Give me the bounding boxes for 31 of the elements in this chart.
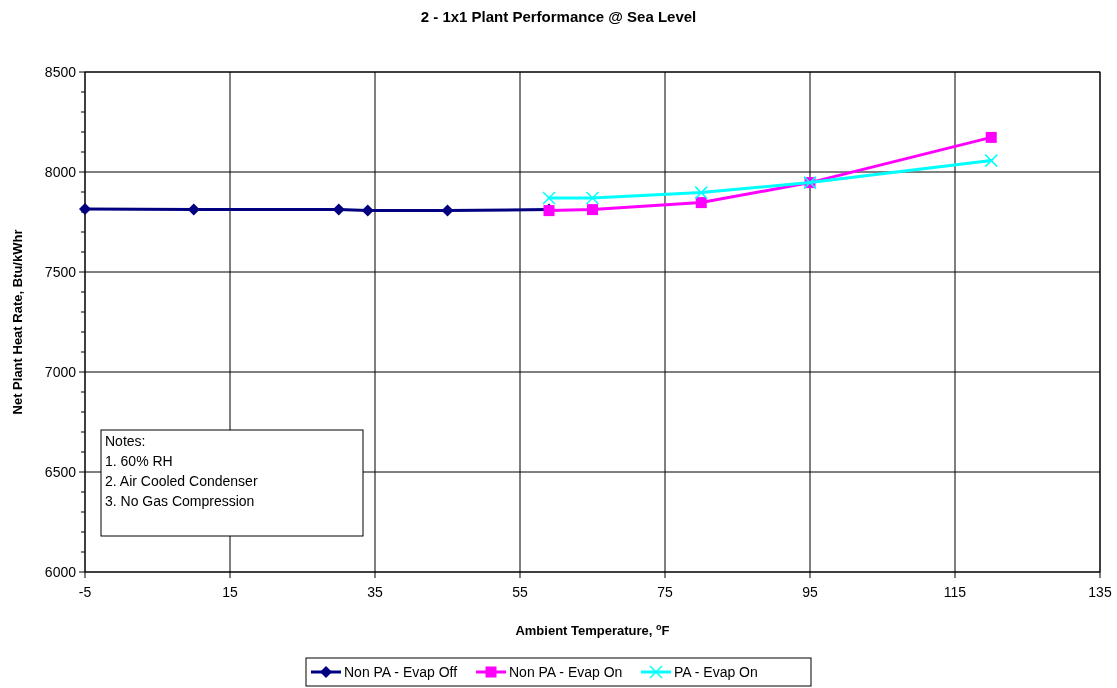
y-tick-label: 7000 [44,364,77,380]
annotation: Notes: 1. 60% RH 2. Air Cooled Condenser 3. No Gas Compression [105,433,258,509]
point [985,131,997,143]
chart-title: 2 - 1x1 Plant Performance @ Sea Level [420,8,697,25]
y-tick-label: 8000 [44,164,77,180]
x-tick-label: 35 [367,584,383,600]
point [361,204,374,217]
point [542,191,556,205]
x-tick-label: 115 [943,584,967,600]
point [695,197,707,209]
y-tick-label: 8500 [44,64,77,80]
x-axis-title: Ambient Temperature, $^{o}$F [515,622,670,638]
y-tick-label: 7500 [44,264,77,280]
point [585,191,600,205]
y-axis-title: Net Plant Heat Rate, Btu/kWhr [10,229,25,415]
x-tick-label: 15 [222,584,238,600]
x-tick-label: -5 [78,584,92,600]
x-tick-label: 75 [657,584,673,600]
x-tick-label: 135 [1088,584,1112,600]
y-tick-label: 6000 [44,564,77,580]
y-tick-label: 6500 [44,464,77,480]
notes-box: Notes: 1. 60% RH 2. Air Cooled Condenser 3. No Gas Compression [100,429,364,537]
legend-label: Non PA - Evap Off [344,664,458,680]
x-tick-label: 55 [512,584,528,600]
point [79,203,91,215]
point [984,153,998,168]
point [587,204,598,216]
point [694,185,708,200]
x-tick-label: 95 [802,584,818,600]
legend-label: Non PA - Evap On [509,664,623,680]
legend-label: PA - Evap On [674,664,758,680]
